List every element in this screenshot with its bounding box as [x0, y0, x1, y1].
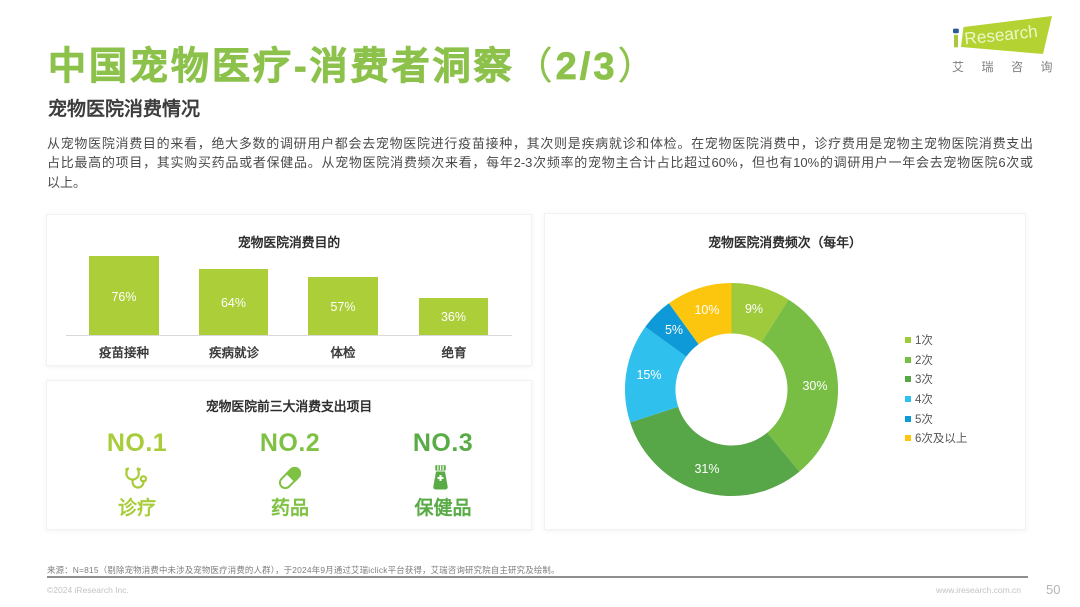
svg-text:艾瑞咨询: 艾瑞咨询 — [952, 59, 1060, 74]
